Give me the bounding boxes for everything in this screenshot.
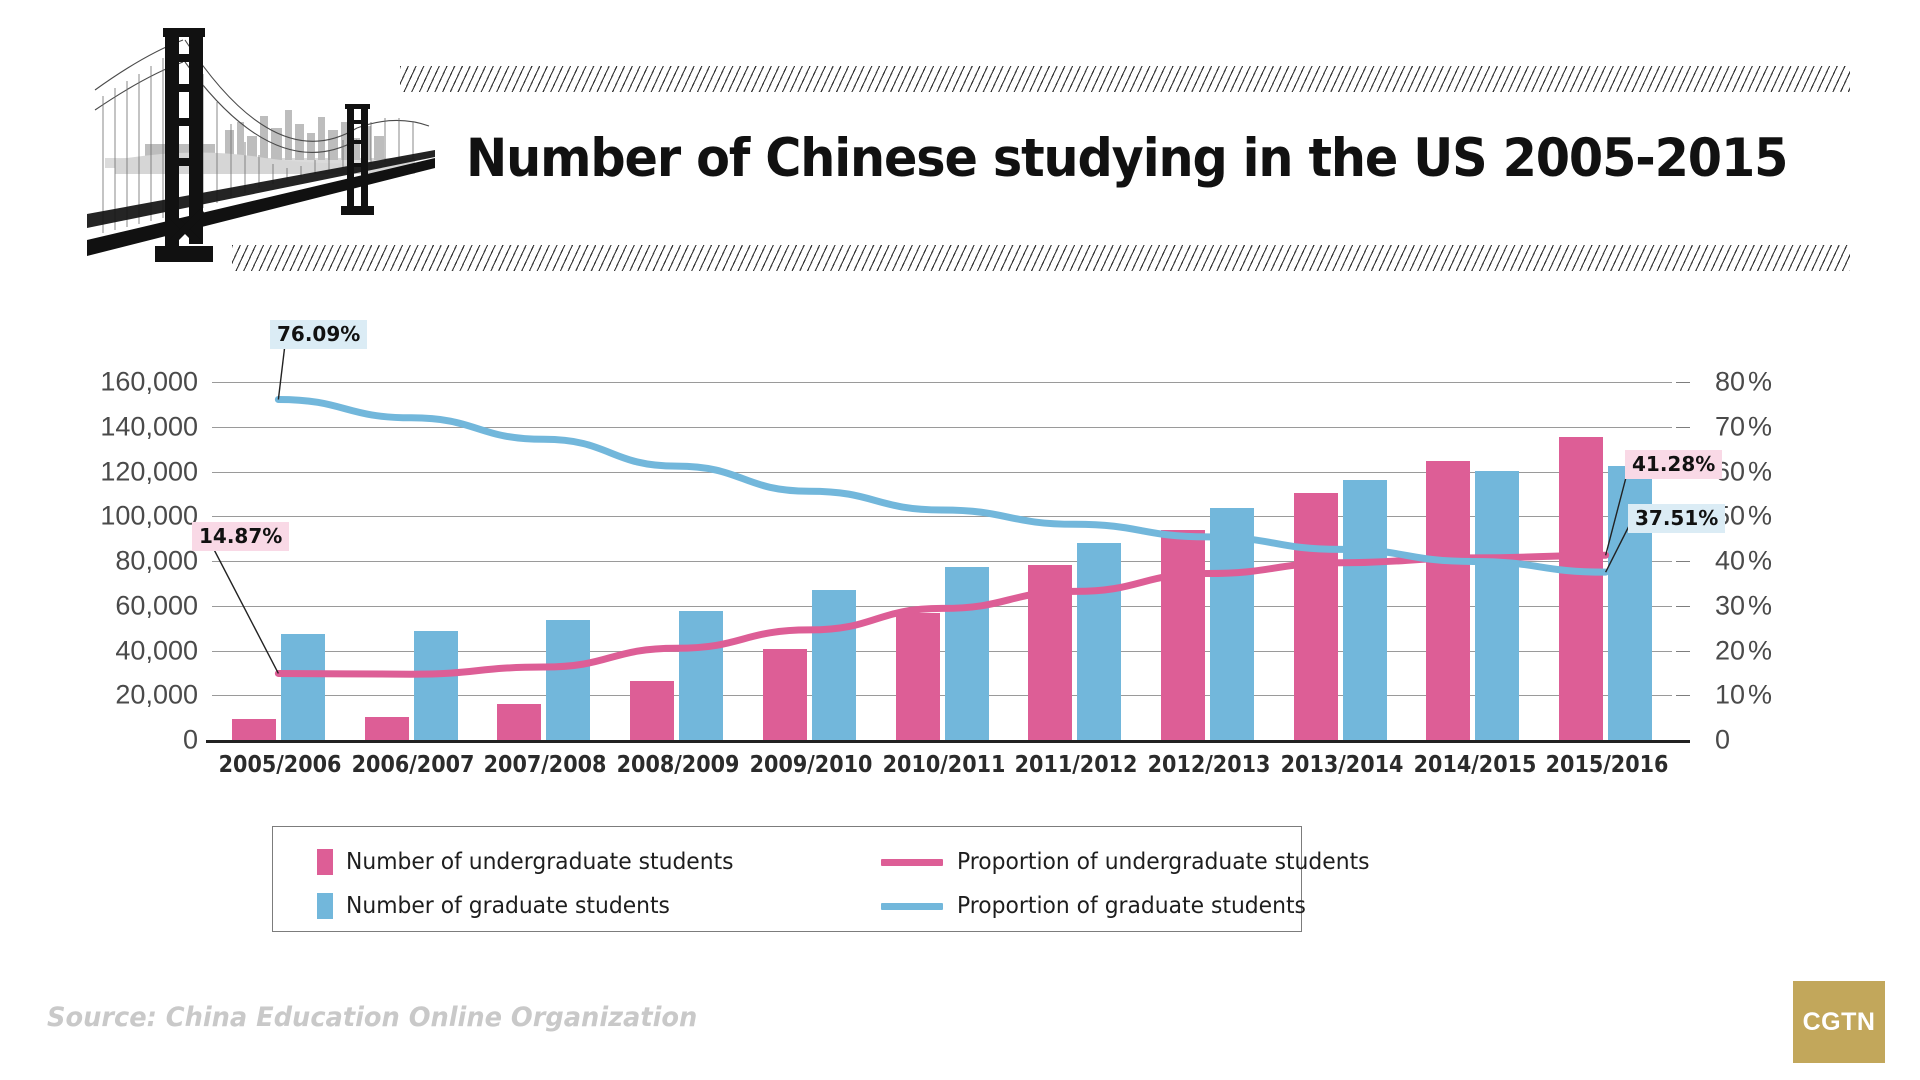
x-axis-label: 2008/2009 (616, 752, 740, 778)
legend-item[interactable]: Number of graduate students (317, 893, 687, 919)
y-axis-left: 0 20,000 40,000 60,000 80,000 100,000 120,000 1… (30, 367, 226, 755)
bar-graduate (1342, 480, 1387, 740)
y-axis-left-tick: 160,000 (100, 366, 198, 397)
y-axis-left-tick: 60,000 (115, 590, 198, 621)
bar-undergraduate (895, 612, 940, 740)
line-graduate-proportion (274, 395, 1610, 576)
x-axis-label: 2012/2013 (1147, 752, 1271, 778)
legend-item-label: Proportion of undergraduate students (957, 849, 1370, 875)
page-title: Number of Chinese studying in the US 200… (466, 128, 1788, 189)
gridline (212, 650, 1672, 652)
y-axis-left-tick: 120,000 (100, 456, 198, 486)
y-axis-left-tick: 80,000 (115, 545, 198, 576)
gridline (212, 695, 1672, 697)
y-axis-right-tick: 70% (1715, 411, 1773, 442)
hatch-band-bottom (232, 245, 1850, 271)
bar-graduate (811, 590, 856, 740)
y-axis-left-tick: 0 (182, 724, 198, 755)
x-axis-label: 2005/2006 (218, 752, 342, 778)
x-axis-label: 2013/2014 (1280, 752, 1404, 778)
x-axis-labels: 2005/2006 2006/2007 2007/2008 2008/2009 2009… (212, 752, 1672, 792)
bar-graduate (413, 631, 458, 740)
legend-item-label: Proportion of graduate students (957, 893, 1306, 919)
legend-item-label: Number of undergraduate students (346, 849, 734, 875)
bar-undergraduate (231, 719, 276, 740)
bar-undergraduate (364, 716, 409, 740)
y-axis-left-tick: 40,000 (115, 635, 198, 665)
y-axis-right-tick: 60% (1715, 456, 1773, 486)
y-axis-right-tick: 80% (1715, 366, 1773, 397)
bar-undergraduate (630, 681, 675, 740)
bar-undergraduate (762, 649, 807, 740)
gridline (212, 561, 1672, 562)
y-axis-right-tick: 20% (1715, 635, 1773, 665)
x-axis-label: 2007/2008 (484, 752, 607, 778)
legend-item[interactable]: Number of undergraduate students (317, 849, 754, 875)
legend-line-swatch-icon (881, 902, 943, 910)
y-axis-right-tick: 40% (1715, 545, 1773, 576)
source-note: Source: China Education Online Organizat… (47, 1002, 698, 1033)
y-axis-right-tick: 10% (1715, 679, 1773, 710)
cgtn-logo-text: CGTN (1802, 1007, 1876, 1036)
x-axis-label: 2010/2011 (882, 752, 1006, 778)
y-axis-right-tickmark (1676, 650, 1690, 652)
y-axis-left-tick: 100,000 (100, 500, 198, 531)
line-series-overlay (274, 395, 1610, 678)
legend-square-swatch-icon (317, 849, 333, 875)
y-axis-right-tickmark (1676, 561, 1690, 562)
data-label-callout: 14.87% (192, 522, 290, 551)
legend-line-swatch-icon (881, 858, 943, 866)
bar-undergraduate (1559, 436, 1604, 740)
data-label-callout: 37.51% (1628, 504, 1726, 533)
plot-area (212, 382, 1672, 740)
data-label-callout: 41.28% (1625, 450, 1723, 479)
gridline (212, 382, 1672, 383)
chart-container: 0 20,000 40,000 60,000 80,000 100,000 120,000 1… (0, 300, 1920, 800)
bar-graduate (546, 620, 591, 740)
legend-item[interactable]: Proportion of graduate students (881, 893, 1324, 919)
bar-graduate (1475, 471, 1520, 740)
y-axis-right-tick: 30% (1715, 590, 1773, 621)
y-axis-left-tick: 20,000 (115, 679, 198, 710)
legend-item[interactable]: Proportion of undergraduate students (881, 849, 1391, 875)
x-axis-line (206, 740, 1678, 743)
bar-undergraduate (1426, 461, 1471, 740)
legend-item-label: Number of graduate students (346, 893, 670, 919)
x-axis-label: 2009/2010 (749, 752, 873, 778)
y-axis-left-tick: 140,000 (100, 411, 198, 442)
y-axis-right-tick: 0 (1715, 724, 1731, 755)
y-axis-right-tickmark (1676, 382, 1690, 383)
golden-gate-bridge-icon (87, 28, 435, 262)
bar-graduate (1209, 508, 1254, 740)
bar-graduate (944, 566, 989, 740)
hatch-band-top (400, 66, 1850, 92)
gridline (212, 426, 1672, 428)
legend-square-swatch-icon (317, 893, 333, 919)
y-axis-right-tickmark (1676, 695, 1690, 697)
bar-graduate (1077, 543, 1122, 740)
y-axis-right-tickmark (1676, 426, 1690, 428)
x-axis-label: 2014/2015 (1413, 752, 1536, 778)
gridline (212, 471, 1672, 473)
x-axis-label: 2006/2007 (351, 752, 475, 778)
data-label-callout: 76.09% (270, 320, 368, 349)
line-undergraduate-proportion (274, 551, 1610, 678)
bar-undergraduate (1160, 530, 1205, 740)
y-axis-right: 0 10% 20% 30% 40% 50% 60% 70% 80% (1676, 367, 1880, 755)
x-axis-label: 2015/2016 (1545, 752, 1669, 778)
bar-undergraduate (1293, 492, 1338, 740)
y-axis-right-tickmark (1676, 740, 1690, 743)
gridline (212, 516, 1672, 518)
y-axis-right-tickmark (1676, 605, 1690, 607)
cgtn-logo: CGTN (1793, 981, 1885, 1063)
chart-legend: Number of undergraduate students Number o… (272, 826, 1370, 932)
bar-undergraduate (497, 704, 542, 740)
bar-graduate (679, 610, 724, 740)
page-header: Number of Chinese studying in the US 200… (0, 0, 1920, 280)
x-axis-label: 2011/2012 (1014, 752, 1138, 778)
bar-graduate (280, 634, 325, 740)
